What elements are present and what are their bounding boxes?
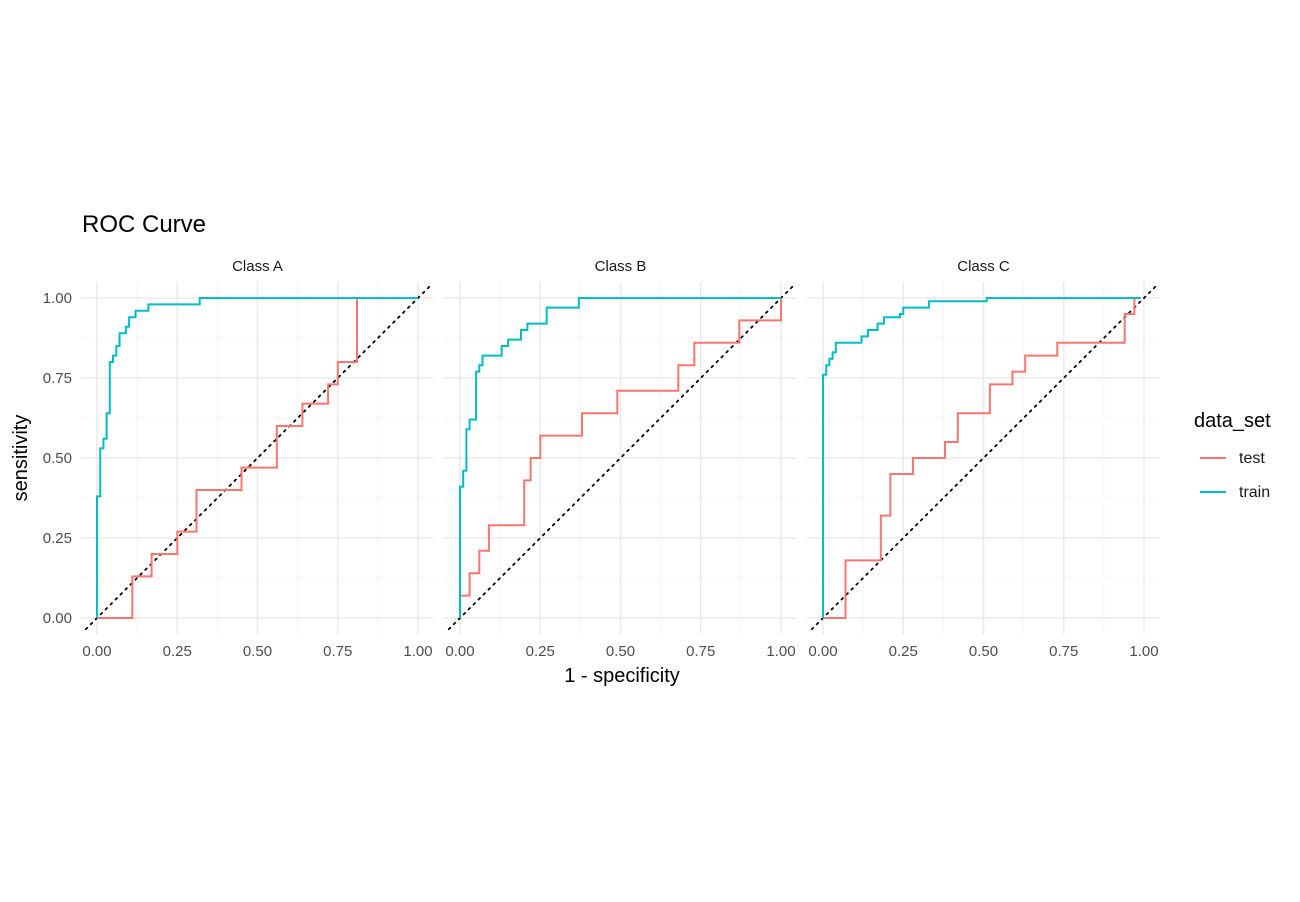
reference-diagonal bbox=[84, 282, 434, 631]
x-tick-label: 0.75 bbox=[323, 643, 352, 660]
y-tick-label: 0.50 bbox=[43, 450, 72, 467]
y-tick-label: 1.00 bbox=[43, 290, 72, 307]
roc-curve-test bbox=[823, 298, 1136, 619]
facet-panels: Class A 0.00 0.25 0.50 0.75 1.00 0.00 0.25 0.50 0… bbox=[43, 258, 1160, 660]
x-tick-label: 0.50 bbox=[606, 643, 635, 660]
roc-curve-train bbox=[459, 297, 781, 618]
roc-curve-test bbox=[97, 298, 358, 619]
y-tick-label: 0.00 bbox=[43, 610, 72, 627]
facet-label: Class B bbox=[595, 258, 647, 275]
x-tick-label: 0.25 bbox=[889, 643, 918, 660]
x-tick-label: 0.50 bbox=[969, 643, 998, 660]
chart-title: ROC Curve bbox=[82, 211, 206, 238]
facet-label: Class C bbox=[957, 258, 1010, 275]
legend-title: data_set bbox=[1194, 410, 1271, 432]
legend-label: train bbox=[1239, 484, 1270, 501]
x-tick-label: 0.25 bbox=[526, 643, 555, 660]
x-tick-label: 0.00 bbox=[445, 643, 474, 660]
roc-curve-train bbox=[822, 297, 1141, 618]
x-axis-title: 1 - specificity bbox=[564, 665, 680, 687]
roc-curve-test bbox=[459, 298, 782, 618]
panel-class-c: Class C 0.00 0.25 0.50 0.75 1.00 bbox=[807, 258, 1160, 660]
facet-label: Class A bbox=[232, 258, 283, 275]
reference-diagonal bbox=[447, 282, 797, 631]
x-tick-label: 0.50 bbox=[243, 643, 272, 660]
panel-class-b: Class B 0.00 0.25 0.50 0.75 1.00 bbox=[444, 258, 797, 660]
x-tick-label: 0.25 bbox=[163, 643, 192, 660]
legend-item-test: test bbox=[1200, 450, 1265, 467]
x-tick-label: 0.00 bbox=[82, 643, 111, 660]
x-tick-label: 1.00 bbox=[403, 643, 432, 660]
x-tick-label: 1.00 bbox=[766, 643, 795, 660]
legend-label: test bbox=[1239, 450, 1265, 467]
y-axis-title: sensitivity bbox=[10, 415, 32, 502]
y-tick-label: 0.75 bbox=[43, 370, 72, 387]
legend-item-train: train bbox=[1200, 484, 1270, 501]
x-tick-label: 1.00 bbox=[1129, 643, 1158, 660]
y-tick-label: 0.25 bbox=[43, 530, 72, 547]
panel-class-a: Class A 0.00 0.25 0.50 0.75 1.00 0.00 0.25 0.50 0… bbox=[43, 258, 434, 660]
roc-curve-train bbox=[96, 297, 418, 618]
x-tick-label: 0.75 bbox=[686, 643, 715, 660]
x-tick-label: 0.75 bbox=[1049, 643, 1078, 660]
reference-diagonal bbox=[810, 282, 1160, 631]
x-tick-label: 0.00 bbox=[808, 643, 837, 660]
